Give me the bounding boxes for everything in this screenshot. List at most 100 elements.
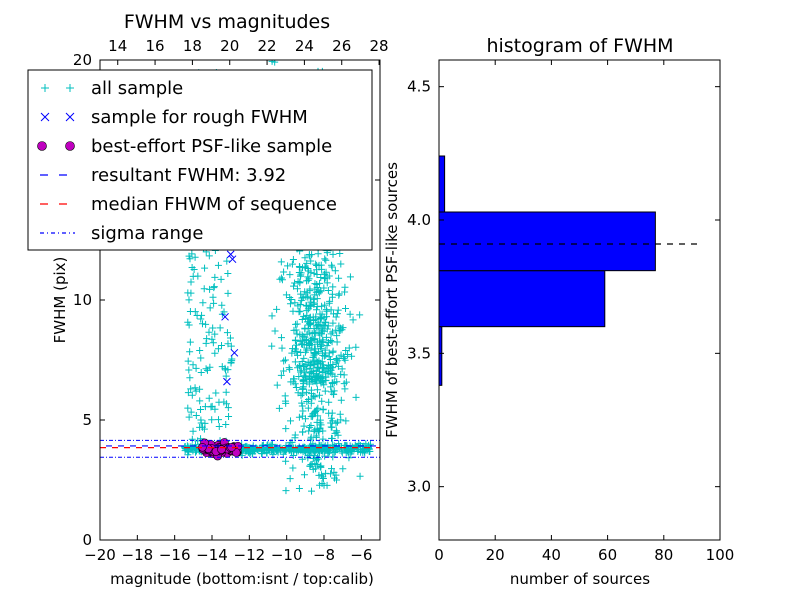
all-sample-point bbox=[317, 273, 325, 281]
all-sample-point bbox=[297, 391, 305, 399]
all-sample-point bbox=[318, 327, 326, 335]
all-sample-point bbox=[277, 334, 285, 342]
legend-cross-icon bbox=[40, 112, 50, 122]
all-sample-point bbox=[311, 443, 319, 451]
all-sample-point bbox=[300, 444, 308, 452]
all-sample-point bbox=[307, 298, 315, 306]
all-sample-point bbox=[187, 278, 195, 286]
all-sample-point bbox=[210, 299, 218, 307]
all-sample-point bbox=[304, 404, 312, 412]
all-sample-point bbox=[280, 367, 288, 375]
all-sample-point bbox=[303, 330, 311, 338]
all-sample-point bbox=[329, 348, 337, 356]
all-sample-point bbox=[312, 376, 320, 384]
hist-x-tick-label: 0 bbox=[434, 546, 444, 564]
all-sample-point bbox=[293, 341, 301, 349]
all-sample-point bbox=[290, 375, 298, 383]
x-tick-label: −6 bbox=[350, 546, 372, 564]
all-sample-point bbox=[342, 346, 350, 354]
all-sample-point bbox=[333, 332, 341, 340]
all-sample-point bbox=[279, 450, 287, 458]
all-sample-point bbox=[185, 413, 193, 421]
all-sample-point bbox=[321, 301, 329, 309]
hist-x-tick-label: 40 bbox=[542, 546, 561, 564]
all-sample-point bbox=[303, 397, 311, 405]
all-sample-point bbox=[281, 356, 289, 364]
all-sample-point bbox=[211, 330, 219, 338]
x-tick-label: −12 bbox=[234, 546, 266, 564]
all-sample-point bbox=[307, 448, 315, 456]
all-sample-point bbox=[346, 273, 354, 281]
all-sample-point bbox=[345, 344, 353, 352]
all-sample-point bbox=[311, 345, 319, 353]
all-sample-point bbox=[196, 385, 204, 393]
all-sample-point bbox=[319, 405, 327, 413]
legend-label: best-effort PSF-like sample bbox=[91, 136, 332, 157]
hist-y-tick-label: 4.5 bbox=[407, 78, 431, 96]
all-sample-point bbox=[341, 283, 349, 291]
all-sample-point bbox=[287, 417, 295, 425]
all-sample-point bbox=[277, 445, 285, 453]
all-sample-point bbox=[317, 421, 325, 429]
all-sample-point bbox=[186, 374, 194, 382]
all-sample-point bbox=[222, 372, 230, 380]
all-sample-point bbox=[306, 369, 314, 377]
all-sample-point bbox=[201, 264, 209, 272]
all-sample-point bbox=[328, 409, 336, 417]
all-sample-point bbox=[206, 285, 214, 293]
histogram-bar bbox=[438, 211, 656, 272]
all-sample-point bbox=[289, 451, 297, 459]
left-y-axis-label: FWHM (pix) bbox=[51, 257, 69, 344]
all-sample-point bbox=[349, 316, 357, 324]
all-sample-point bbox=[291, 380, 299, 388]
all-sample-point bbox=[307, 433, 315, 441]
all-sample-point bbox=[291, 299, 299, 307]
all-sample-point bbox=[312, 366, 320, 374]
top-tick-label: 16 bbox=[146, 37, 165, 55]
all-sample-point bbox=[326, 297, 334, 305]
all-sample-point bbox=[185, 366, 193, 374]
all-sample-point bbox=[197, 369, 205, 377]
legend-label: median FHWM of sequence bbox=[91, 194, 337, 215]
rough-fwhm-point bbox=[230, 348, 239, 357]
all-sample-point bbox=[308, 460, 316, 468]
all-sample-point bbox=[327, 423, 335, 431]
all-sample-point bbox=[196, 347, 204, 355]
all-sample-point bbox=[322, 351, 330, 359]
all-sample-point bbox=[191, 384, 199, 392]
all-sample-point bbox=[337, 396, 345, 404]
all-sample-point bbox=[282, 291, 290, 299]
all-sample-point bbox=[315, 261, 323, 269]
all-sample-point bbox=[273, 305, 281, 313]
right-chart-title: histogram of FWHM bbox=[486, 35, 673, 57]
all-sample-point bbox=[208, 416, 216, 424]
all-sample-point bbox=[314, 373, 322, 381]
top-tick-label: 14 bbox=[108, 37, 127, 55]
all-sample-point bbox=[325, 365, 333, 373]
all-sample-point bbox=[197, 354, 205, 362]
x-tick-label: −14 bbox=[196, 546, 228, 564]
all-sample-point bbox=[333, 418, 341, 426]
rough-fwhm-point bbox=[223, 377, 231, 386]
legend-label: sigma range bbox=[91, 223, 203, 244]
all-sample-point bbox=[184, 357, 192, 365]
all-sample-point bbox=[271, 60, 279, 66]
x-tick-label: −18 bbox=[122, 546, 154, 564]
all-sample-point bbox=[189, 427, 197, 435]
all-sample-point bbox=[310, 317, 318, 325]
all-sample-point bbox=[315, 447, 323, 455]
all-sample-point bbox=[197, 435, 205, 443]
hist-x-tick-label: 20 bbox=[486, 546, 505, 564]
legend-item bbox=[40, 112, 75, 122]
legend-box bbox=[27, 69, 373, 251]
all-sample-point bbox=[348, 352, 356, 360]
all-sample-point bbox=[305, 338, 313, 346]
all-sample-point bbox=[339, 465, 347, 473]
all-sample-point bbox=[302, 448, 310, 456]
all-sample-point bbox=[305, 375, 313, 383]
all-sample-point bbox=[188, 391, 196, 399]
all-sample-point bbox=[285, 364, 293, 372]
all-sample-point bbox=[203, 335, 211, 343]
all-sample-point bbox=[356, 472, 364, 480]
all-sample-point bbox=[329, 361, 337, 369]
